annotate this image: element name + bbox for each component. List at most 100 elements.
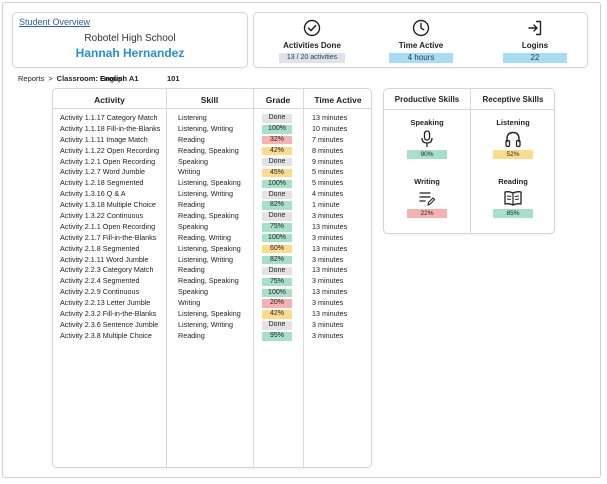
- activity-cell: Activity 1.1.17 Category Match: [60, 113, 158, 122]
- stat-label: Logins: [521, 41, 549, 50]
- stats-card: Activities Done 13 / 20 activities Time …: [253, 12, 588, 68]
- table-row[interactable]: Activity 2.3.6 Sentence Jumble Listening,…: [53, 320, 373, 331]
- stat-label: Activities Done: [283, 41, 341, 50]
- time-cell: 3 minutes: [312, 254, 344, 264]
- time-cell: 9 minutes: [312, 156, 344, 166]
- table-row[interactable]: Activity 2.2.9 Continuous Speaking 100% 13 …: [53, 287, 373, 298]
- header-activity[interactable]: Activity: [94, 95, 125, 105]
- time-cell: 1 minute: [312, 200, 340, 210]
- student-name: Hannah Hernandez: [75, 46, 185, 60]
- grade-badge: 100%: [262, 125, 292, 134]
- table-row[interactable]: Activity 1.2.18 Segmented Listening, Spea…: [53, 178, 373, 189]
- table-row[interactable]: Activity 2.3.8 Multiple Choice Reading 95%…: [53, 331, 373, 342]
- table-row[interactable]: Activity 2.1.11 Word Jumble Listening, Wr…: [53, 255, 373, 266]
- skill-cell: Reading, Speaking: [178, 145, 239, 155]
- grade-badge: 75%: [262, 223, 292, 232]
- skill-cell: Reading: [178, 330, 205, 340]
- breadcrumb-classroom-label: Classroom:: [56, 74, 98, 83]
- grade-badge: Done: [262, 190, 292, 199]
- header-divider: [384, 109, 554, 110]
- student-card: Student Overview Robotel High School Han…: [12, 12, 248, 68]
- grade-badge: 42%: [262, 146, 292, 156]
- column-divider: [253, 89, 254, 467]
- table-row[interactable]: Activity 2.1.7 Fill-in-the-Blanks Reading…: [53, 233, 373, 244]
- grade-badge: 20%: [262, 299, 292, 308]
- table-row[interactable]: Activity 1.2.1 Open Recording Speaking Don…: [53, 157, 373, 168]
- clock-icon: [366, 19, 476, 37]
- activity-cell: Activity 1.3.22 Continuous: [60, 211, 144, 221]
- student-overview-link[interactable]: Student Overview: [19, 17, 91, 27]
- activity-cell: Activity 2.1.8 Segmented: [60, 243, 140, 253]
- time-cell: 10 minutes: [312, 123, 348, 133]
- table-row[interactable]: Activity 2.2.3 Category Match Reading Done…: [53, 265, 373, 276]
- table-body: Activity 1.1.17 Category Match Listening D…: [53, 113, 373, 342]
- table-row[interactable]: Activity 2.2.4 Segmented Reading, Speakin…: [53, 276, 373, 287]
- header-grade[interactable]: Grade: [265, 95, 291, 105]
- skill-listening: Listening 52%: [470, 118, 556, 159]
- skill-label: Writing: [414, 177, 440, 186]
- time-cell: 3 minutes: [312, 298, 344, 308]
- time-cell: 13 minutes: [312, 221, 348, 231]
- table-row[interactable]: Activity 1.1.17 Category Match Listening D…: [53, 113, 373, 124]
- skill-cell: Listening, Writing: [178, 319, 233, 329]
- skill-value: 90%: [407, 150, 447, 159]
- activity-cell: Activity 2.2.4 Segmented: [60, 276, 140, 286]
- activity-table: Activity Skill Grade Time Active Activit…: [52, 88, 372, 468]
- skill-cell: Reading: [178, 134, 205, 144]
- header-time-active[interactable]: Time Active: [314, 95, 362, 105]
- school-name: Robotel High School: [84, 33, 176, 44]
- table-row[interactable]: Activity 2.3.2 Fill-in-the-Blanks Listeni…: [53, 309, 373, 320]
- grade-badge: Done: [262, 321, 292, 330]
- grade-badge: 100%: [262, 234, 292, 243]
- activity-cell: Activity 1.2.18 Segmented: [60, 178, 144, 188]
- breadcrumb-separator: >: [48, 74, 53, 83]
- stat-value: 13 / 20 activities: [279, 53, 345, 63]
- login-icon: [480, 19, 590, 37]
- activity-cell: Activity 2.3.8 Multiple Choice: [60, 330, 152, 340]
- table-row[interactable]: Activity 1.1.18 Fill-in-the-Blanks Listen…: [53, 124, 373, 135]
- table-row[interactable]: Activity 2.1.8 Segmented Listening, Speak…: [53, 244, 373, 255]
- time-cell: 8 minutes: [312, 145, 344, 155]
- productive-skills-header: Productive Skills: [394, 95, 460, 104]
- column-divider: [470, 89, 471, 233]
- table-row[interactable]: Activity 2.2.13 Letter Jumble Writing 20% 3…: [53, 298, 373, 309]
- activity-cell: Activity 2.3.6 Sentence Jumble: [60, 319, 159, 329]
- time-cell: 5 minutes: [312, 167, 344, 177]
- grade-badge: 32%: [262, 136, 292, 145]
- table-row[interactable]: Activity 1.1.11 Image Match Reading 32% 7 m…: [53, 135, 373, 146]
- stat-label: Time Active: [398, 41, 444, 50]
- table-row[interactable]: Activity 1.3.22 Continuous Reading, Speak…: [53, 211, 373, 222]
- grade-badge: 45%: [262, 168, 292, 178]
- table-row[interactable]: Activity 1.3.18 Multiple Choice Reading 82…: [53, 200, 373, 211]
- time-cell: 13 minutes: [312, 113, 348, 122]
- grade-badge: 75%: [262, 277, 292, 287]
- stat-value: 4 hours: [389, 53, 453, 63]
- time-cell: 3 minutes: [312, 276, 344, 286]
- activity-cell: Activity 2.3.2 Fill-in-the-Blanks: [60, 309, 157, 319]
- time-cell: 13 minutes: [312, 309, 348, 319]
- grade-badge: Done: [262, 212, 292, 221]
- table-row[interactable]: Activity 1.1.22 Open Recording Reading, S…: [53, 146, 373, 157]
- time-cell: 13 minutes: [312, 243, 348, 253]
- grade-badge: 95%: [262, 332, 292, 341]
- grade-badge: Done: [262, 157, 292, 167]
- table-row[interactable]: Activity 2.1.1 Open Recording Speaking 75%…: [53, 222, 373, 233]
- activity-cell: Activity 1.3.16 Q & A: [60, 189, 126, 199]
- breadcrumb-reports[interactable]: Reports: [18, 74, 45, 83]
- book-icon: [470, 189, 556, 207]
- stat-time-active: Time Active 4 hours: [366, 13, 476, 69]
- activity-cell: Activity 1.1.18 Fill-in-the-Blanks: [60, 123, 161, 133]
- table-row[interactable]: Activity 1.2.7 Word Jumble Writing 45% 5 mi…: [53, 167, 373, 178]
- skill-label: Listening: [496, 118, 530, 127]
- column-divider: [166, 89, 167, 467]
- stat-logins: Logins 22: [480, 13, 590, 69]
- skill-cell: Listening, Writing: [178, 189, 233, 199]
- activity-cell: Activity 2.2.9 Continuous: [60, 287, 140, 297]
- skill-label: Speaking: [410, 118, 444, 127]
- time-cell: 3 minutes: [312, 211, 344, 221]
- activity-cell: Activity 1.1.11 Image Match: [60, 134, 148, 144]
- skill-cell: Speaking: [178, 221, 208, 231]
- table-row[interactable]: Activity 1.3.16 Q & A Listening, Writing D…: [53, 189, 373, 200]
- header-divider: [53, 108, 371, 109]
- header-skill[interactable]: Skill: [200, 95, 219, 105]
